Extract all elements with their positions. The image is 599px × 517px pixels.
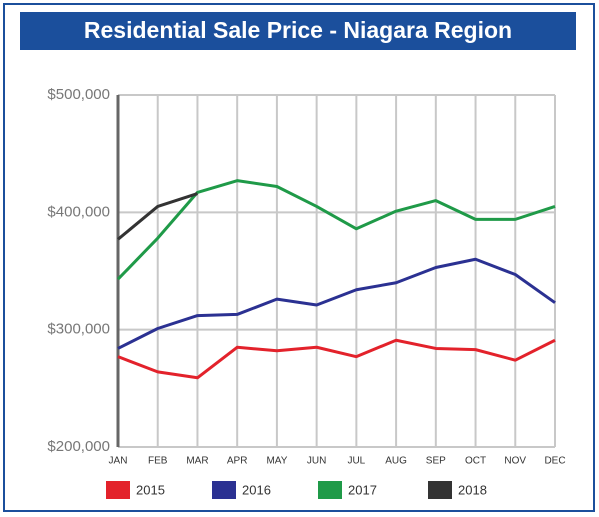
x-tick-label: JAN — [109, 456, 128, 467]
x-tick-label: AUG — [385, 456, 407, 467]
x-tick-label: MAR — [186, 456, 208, 467]
y-tick-label: $300,000 — [47, 321, 110, 338]
x-tick-label: SEP — [426, 456, 446, 467]
y-tick-label: $200,000 — [47, 438, 110, 455]
legend-label: 2018 — [458, 482, 487, 497]
legend-swatch — [212, 481, 236, 499]
frame — [3, 3, 595, 512]
line — [117, 338, 556, 380]
y-tick-label: $500,000 — [47, 86, 110, 103]
x-tick-label: JUN — [307, 456, 326, 467]
legend-label: 2017 — [348, 482, 377, 497]
legend-label: 2016 — [242, 482, 271, 497]
x-tick-label: NOV — [504, 456, 526, 467]
legend-swatch — [318, 481, 342, 499]
line — [117, 257, 556, 350]
legend-swatch — [106, 481, 130, 499]
line — [116, 179, 556, 281]
legend-swatch — [428, 481, 452, 499]
x-tick-label: DEC — [544, 456, 565, 467]
chart-title: Residential Sale Price - Niagara Region — [84, 17, 512, 43]
x-tick-label: JUL — [347, 456, 365, 467]
x-tick-label: MAY — [266, 456, 287, 467]
title-banner — [20, 12, 576, 50]
x-tick-label: APR — [227, 456, 248, 467]
legend-label: 2015 — [136, 482, 165, 497]
y-tick-label: $400,000 — [47, 203, 110, 220]
x-tick-label: FEB — [148, 456, 168, 467]
x-tick-label: OCT — [465, 456, 486, 467]
line — [117, 192, 198, 241]
